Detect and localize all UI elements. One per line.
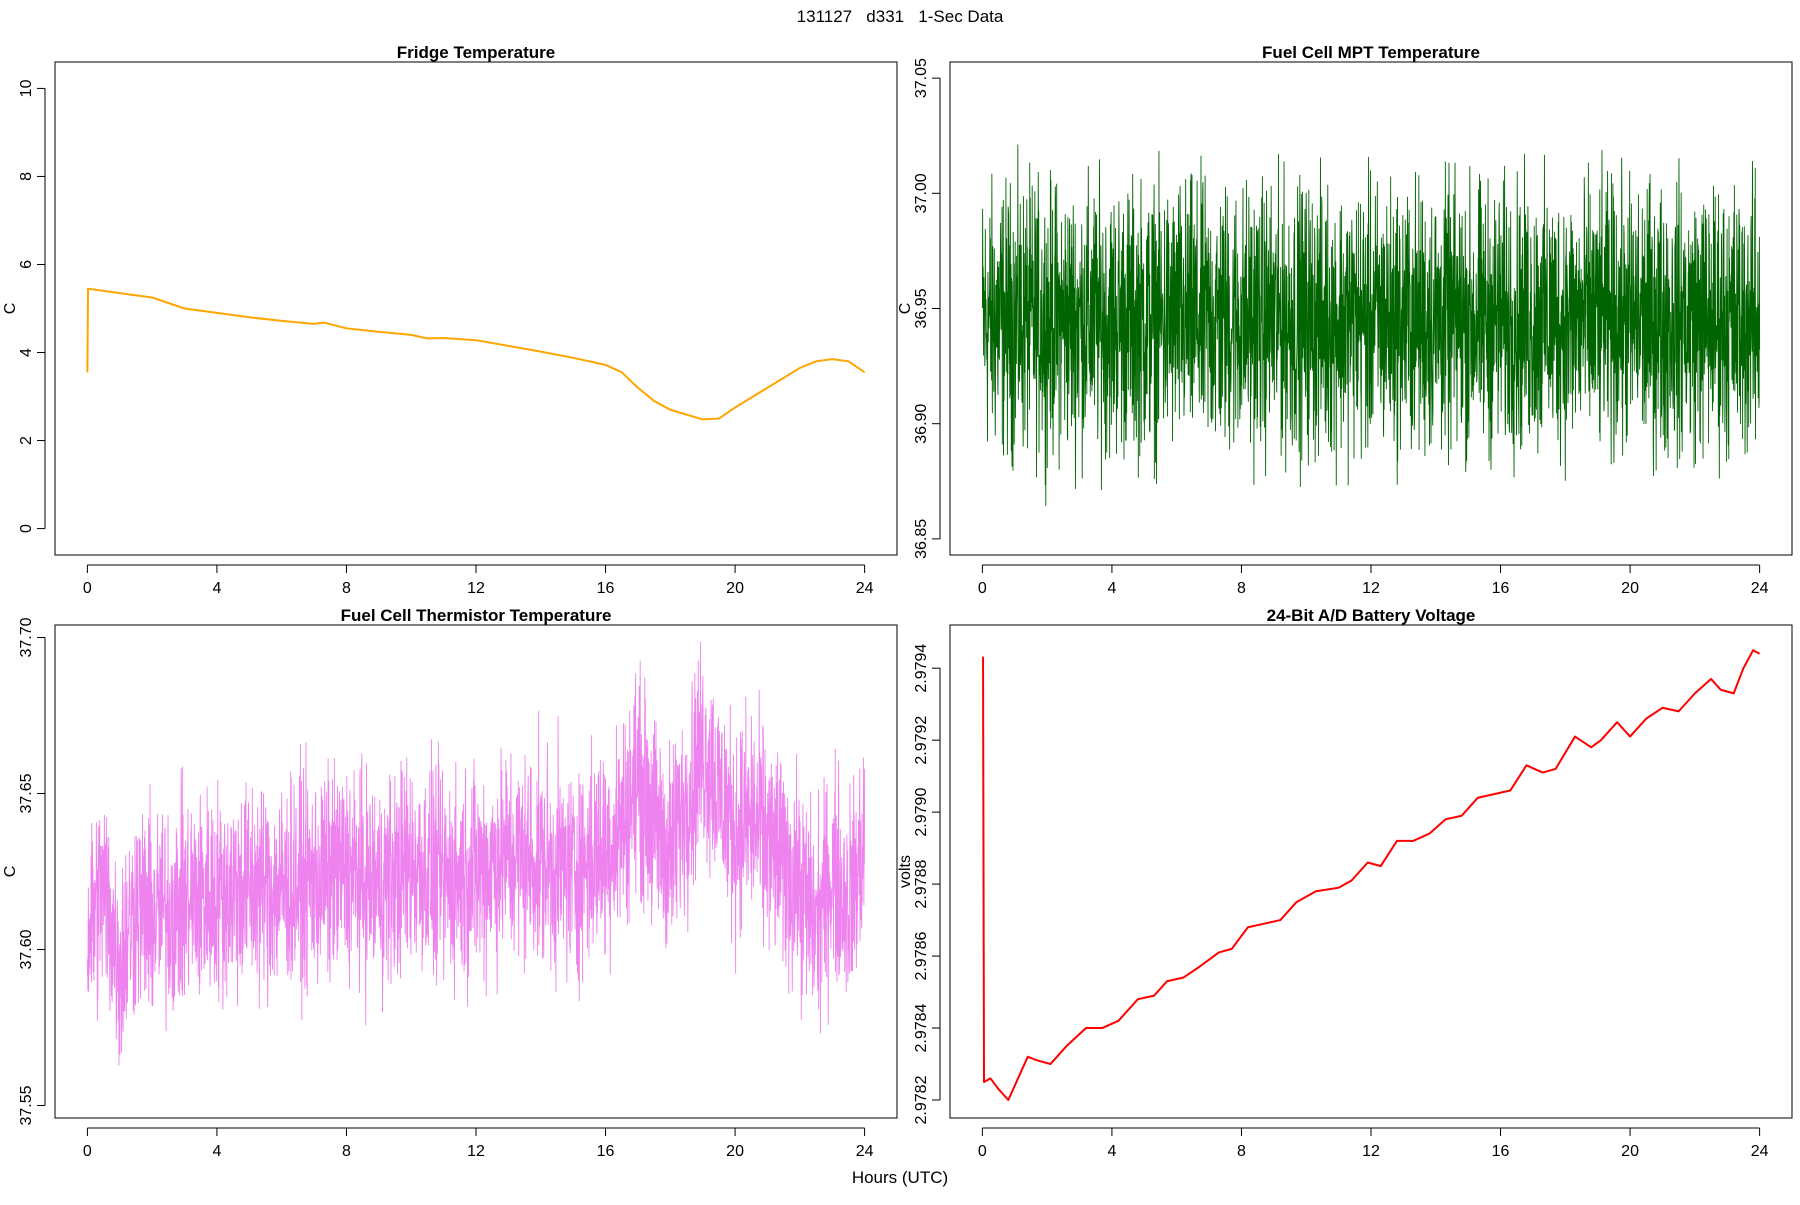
x-tick-label: 4	[1107, 1143, 1116, 1160]
chart-title: Fuel Cell Thermistor Temperature	[341, 606, 612, 625]
x-axis: 0 4 8 12 16 20 24	[978, 564, 1769, 597]
x-tick-label: 4	[1107, 580, 1116, 597]
x-tick-label: 12	[1362, 1143, 1380, 1160]
y-tick-label: 37.60	[18, 929, 35, 969]
x-tick-label: 12	[467, 580, 485, 597]
data-series-line	[86, 641, 866, 1066]
y-tick-label: 2.9792	[913, 716, 930, 765]
plot-frame	[54, 61, 898, 556]
y-axis: 37.55 37.60 37.65 37.70	[18, 617, 46, 1126]
x-axis: 0 4 8 12 16 20 24	[83, 1127, 874, 1160]
y-tick-label: 4	[18, 348, 35, 357]
x-tick-label: 24	[856, 1143, 874, 1160]
x-tick-label: 24	[856, 580, 874, 597]
x-axis: 0 4 8 12 16 20 24	[83, 564, 874, 597]
plot-frame	[949, 624, 1793, 1119]
plot-frame	[54, 624, 898, 1119]
y-axis: 36.85 36.90 36.95 37.00 37.05	[913, 58, 941, 559]
y-tick-label: 10	[18, 79, 35, 97]
x-tick-label: 4	[212, 1143, 221, 1160]
x-tick-label: 20	[726, 580, 744, 597]
x-tick-label: 20	[1621, 1143, 1639, 1160]
y-axis: 2.9782 2.9784 2.9786 2.9788 2.9790 2.9792 2.97…	[913, 644, 941, 1124]
data-series-line	[981, 144, 1761, 507]
x-tick-label: 20	[726, 1143, 744, 1160]
x-tick-label: 12	[467, 1143, 485, 1160]
shared-x-axis-label: Hours (UTC)	[851, 1168, 949, 1187]
x-tick-label: 0	[83, 580, 92, 597]
y-tick-label: 2.9788	[913, 860, 930, 909]
y-axis: 0 2 4 6 8 10	[18, 79, 46, 533]
x-tick-label: 4	[212, 580, 221, 597]
y-tick-label: 6	[18, 260, 35, 269]
y-tick-label: 0	[18, 524, 35, 533]
x-tick-label: 24	[1751, 580, 1769, 597]
y-tick-label: 2.9784	[913, 1003, 930, 1052]
y-tick-label: 37.55	[18, 1085, 35, 1125]
page-title: 131127 d331 1-Sec Data	[796, 7, 1004, 26]
x-tick-label: 8	[1237, 580, 1246, 597]
y-axis-label: C	[2, 866, 19, 878]
x-tick-label: 0	[978, 1143, 987, 1160]
y-tick-label: 2	[18, 436, 35, 445]
x-tick-label: 8	[342, 1143, 351, 1160]
chart-panel-4: 24-Bit A/D Battery Voltage 0 4 8 12 16 20 24 2.9…	[897, 606, 1793, 1160]
data-series-line	[982, 649, 1761, 1102]
x-tick-label: 16	[597, 1143, 615, 1160]
x-tick-label: 0	[978, 580, 987, 597]
y-axis-label: volts	[897, 855, 914, 888]
y-tick-label: 8	[18, 172, 35, 181]
x-axis: 0 4 8 12 16 20 24	[978, 1127, 1769, 1160]
data-series-line	[86, 287, 866, 421]
plot-frame	[949, 61, 1793, 556]
y-tick-label: 36.95	[913, 288, 930, 328]
chart-title: Fuel Cell MPT Temperature	[1262, 43, 1480, 62]
y-tick-label: 2.9786	[913, 931, 930, 980]
y-tick-label: 36.85	[913, 519, 930, 559]
chart-panel-2: Fuel Cell MPT Temperature 0 4 8 12 16 20 24 36.8…	[897, 43, 1793, 597]
y-tick-label: 37.65	[18, 773, 35, 813]
y-tick-label: 37.00	[913, 173, 930, 213]
x-tick-label: 8	[342, 580, 351, 597]
chart-title: 24-Bit A/D Battery Voltage	[1267, 606, 1476, 625]
y-tick-label: 2.9790	[913, 788, 930, 837]
x-tick-label: 16	[1492, 1143, 1510, 1160]
y-tick-label: 37.70	[18, 617, 35, 657]
y-tick-label: 37.05	[913, 58, 930, 98]
x-tick-label: 20	[1621, 580, 1639, 597]
y-axis-label: C	[897, 303, 914, 315]
x-tick-label: 16	[597, 580, 615, 597]
x-tick-label: 12	[1362, 580, 1380, 597]
chart-title: Fridge Temperature	[397, 43, 555, 62]
y-tick-label: 36.90	[913, 404, 930, 444]
y-axis-label: C	[2, 303, 19, 315]
chart-panel-3: Fuel Cell Thermistor Temperature 0 4 8 12 16 2…	[2, 606, 898, 1160]
x-tick-label: 0	[83, 1143, 92, 1160]
x-tick-label: 24	[1751, 1143, 1769, 1160]
y-tick-label: 2.9782	[913, 1075, 930, 1124]
y-tick-label: 2.9794	[913, 644, 930, 693]
x-tick-label: 16	[1492, 580, 1510, 597]
x-tick-label: 8	[1237, 1143, 1246, 1160]
